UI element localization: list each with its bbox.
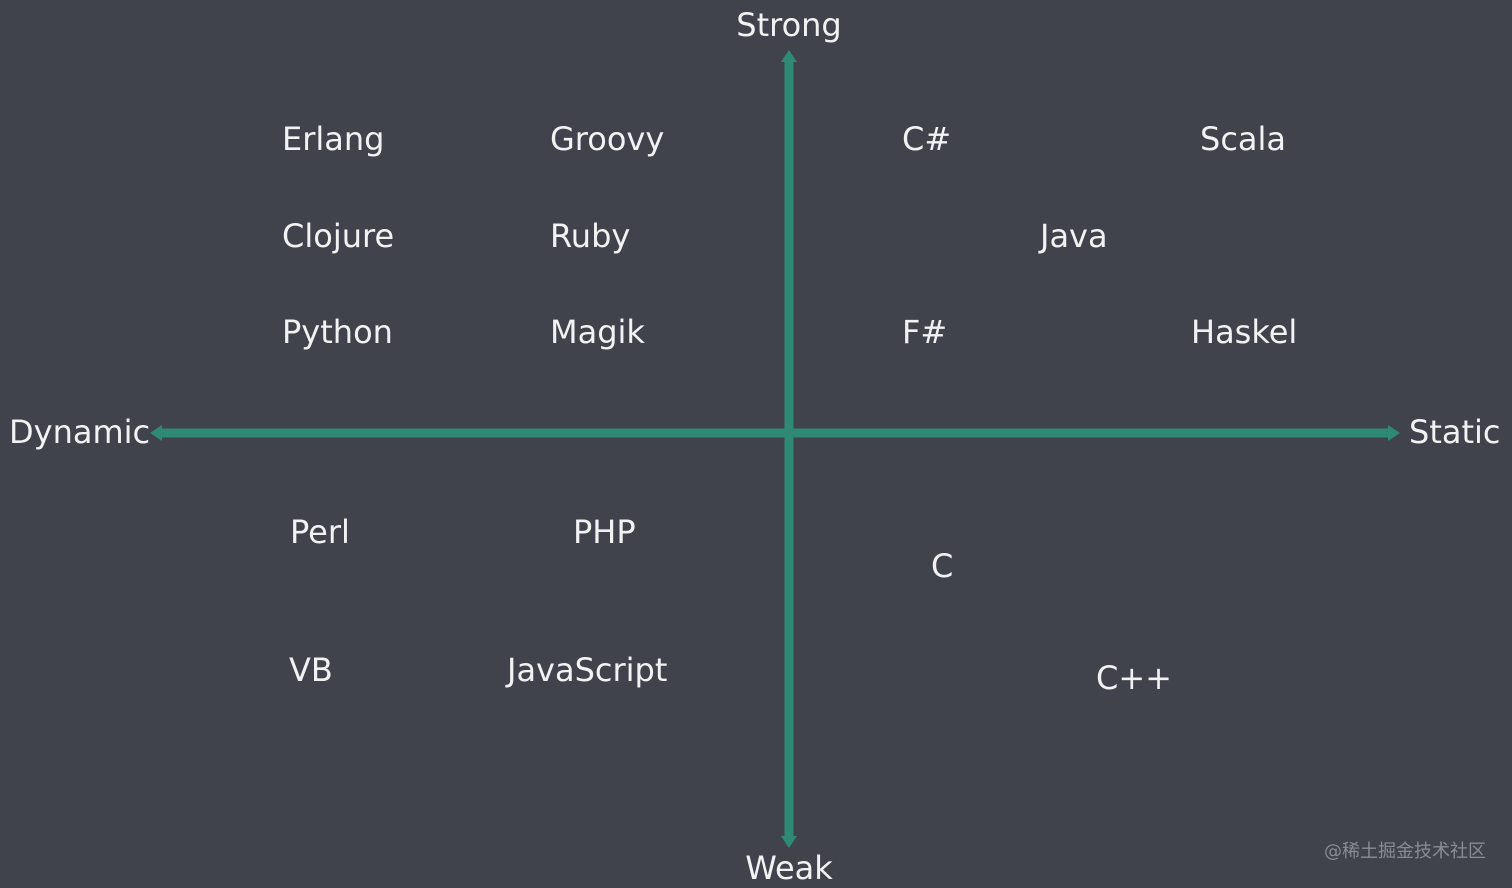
language-label: Perl [290,513,350,551]
watermark: @稀土掘金技术社区 [1324,841,1486,862]
language-label: C [931,547,953,585]
language-label: C# [902,120,951,158]
language-label: C++ [1096,659,1172,697]
language-label: Ruby [550,217,630,255]
axis-label-right: Static [1409,413,1501,451]
axis-label-top: Strong [736,6,841,44]
axis-label-bottom: Weak [745,849,833,887]
language-label: PHP [573,513,636,551]
arrow-right [1388,425,1400,441]
arrow-left [150,425,162,441]
language-label: F# [902,313,947,351]
axes [150,50,1400,848]
language-label: JavaScript [505,651,667,689]
language-label: Clojure [282,217,394,255]
arrow-down [781,836,797,848]
language-label: Java [1038,217,1108,255]
language-label: Groovy [550,120,664,158]
language-label: Haskel [1191,313,1297,351]
language-label: Python [282,313,393,351]
languages: Erlang Groovy C# Scala Clojure Ruby Java Python… [282,120,1297,697]
language-label: VB [289,651,333,689]
language-label: Scala [1200,120,1286,158]
axis-label-left: Dynamic [9,413,150,451]
arrow-up [781,50,797,62]
language-label: Magik [550,313,645,351]
language-label: Erlang [282,120,384,158]
